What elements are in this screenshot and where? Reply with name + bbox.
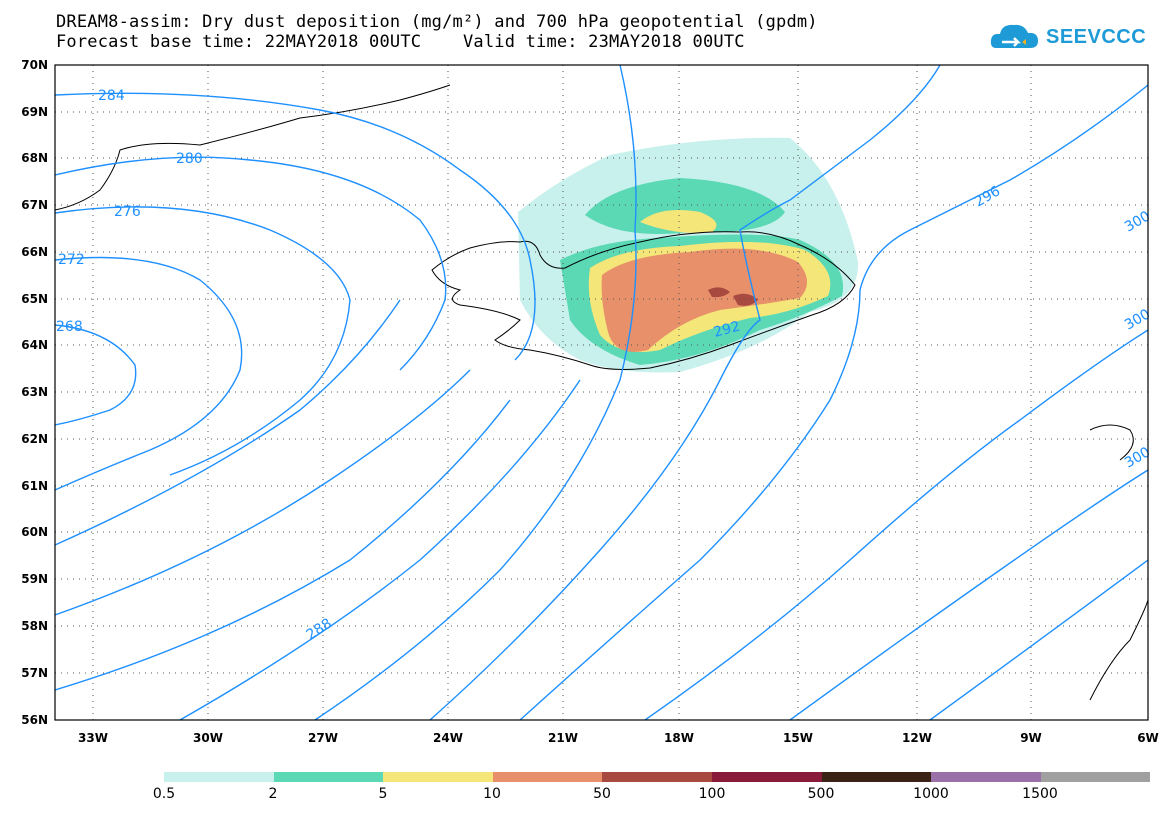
logo-text: SEEVCCC [1046,26,1147,48]
legend-label: 500 [807,786,835,802]
legend-label: 1500 [1022,786,1058,802]
lat-label: 62N [21,432,48,446]
lon-label: 27W [308,731,338,745]
legend-swatch [711,772,822,782]
plot-frame [54,64,1149,721]
lat-label: 64N [21,338,48,352]
norway-coast [1089,599,1148,701]
lat-label: 66N [21,245,48,259]
contour-label: 280 [176,151,203,167]
dust-area-darkred-2 [733,293,758,306]
lat-label: 70N [21,58,48,72]
lon-label: 6W [1137,731,1159,745]
legend-label: 5 [378,786,388,802]
legend-swatch [492,772,603,782]
dust-deposition-field [518,137,859,373]
lat-label: 59N [21,572,48,586]
grid-lines [55,65,1148,720]
legend-swatch [1040,772,1151,782]
contour-label: 284 [98,88,125,104]
contour-label: 272 [58,252,85,268]
geopotential-contours [55,65,1148,720]
legend-swatch [821,772,932,782]
legend-label: 10 [483,786,501,802]
chart-title: DREAM8-assim: Dry dust deposition (mg/m²… [56,12,818,32]
legend-swatch [164,772,274,782]
lon-label: 9W [1020,731,1042,745]
lat-label: 61N [21,479,48,493]
lon-label: 21W [548,731,578,745]
legend-label: 1000 [913,786,949,802]
legend-swatch [602,772,712,782]
cloud-arrow-icon [990,24,1038,48]
faroe-coast [1089,424,1134,461]
lat-axis: 70N 69N 68N 67N 66N 65N 64N 63N 62N 61N … [21,58,48,727]
dust-area-orange [601,248,808,352]
dust-area-yellow [640,209,717,233]
lat-label: 58N [21,619,48,633]
lon-label: 12W [902,731,932,745]
contour-label: 288 [304,616,335,644]
lat-label: 56N [21,713,48,727]
coastlines [55,84,1148,701]
contour-label: 276 [114,204,141,220]
legend-label: 0.5 [152,786,176,802]
legend-swatch [931,772,1041,782]
forecast-time-line: Forecast base time: 22MAY2018 00UTC Vali… [56,32,745,52]
legend-label: 2 [268,786,278,802]
lat-label: 69N [21,105,48,119]
lon-label: 18W [664,731,694,745]
dust-area-darkred [708,287,730,298]
lon-label: 33W [78,731,108,745]
contour-label: 296 [972,183,1003,210]
legend-label: 100 [698,786,726,802]
lat-label: 63N [21,385,48,399]
color-legend [164,772,1151,782]
lat-label: 68N [21,151,48,165]
lat-label: 67N [21,198,48,212]
contour-label: 268 [56,319,83,335]
lon-axis: 33W 30W 27W 24W 21W 18W 15W 12W 9W 6W [78,731,1159,745]
greenland-coast [55,84,451,211]
contour-label: 292 [712,318,742,340]
lon-label: 15W [783,731,813,745]
legend-swatch [383,772,493,782]
lat-label: 60N [21,525,48,539]
lat-label: 65N [21,292,48,306]
legend-swatch [273,772,384,782]
iceland-coast [431,231,856,370]
lon-label: 30W [193,731,223,745]
lat-label: 57N [21,666,48,680]
legend-label: 50 [593,786,611,802]
lon-label: 24W [433,731,463,745]
